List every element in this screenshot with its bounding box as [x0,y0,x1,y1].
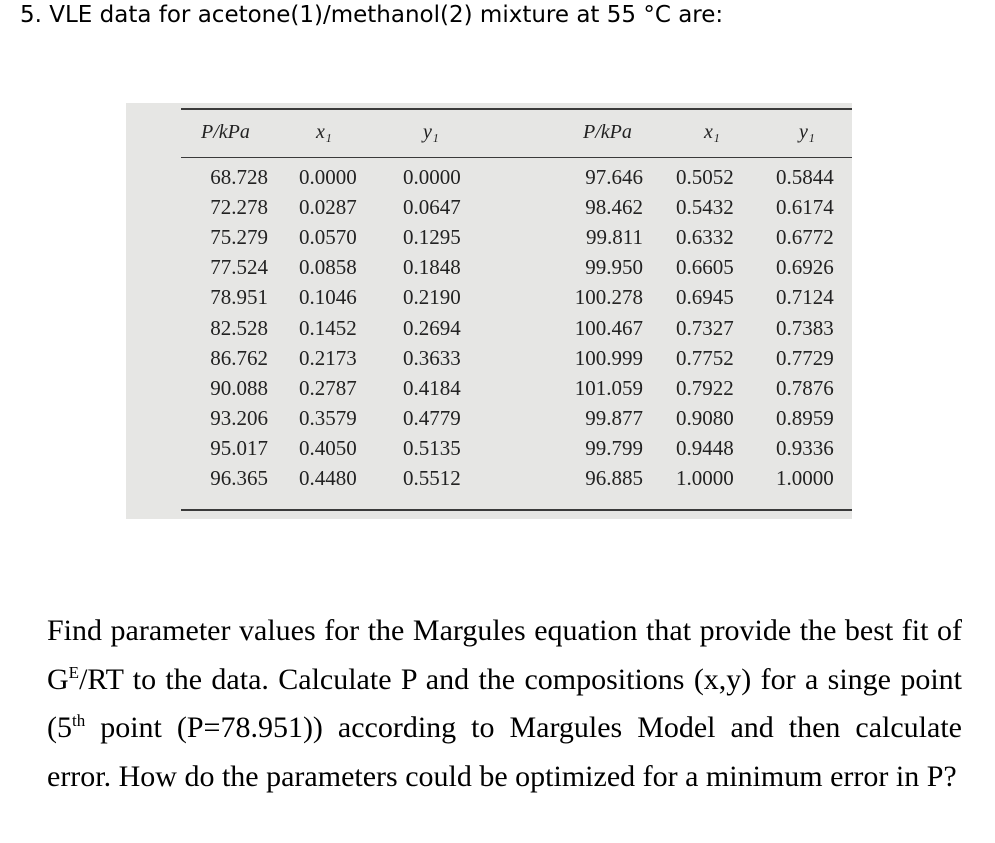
table-cell-p-right: 99.811 [586,225,643,250]
header-y1-right: y₁ [799,121,815,143]
table-cell-y1-right: 0.9336 [776,435,834,460]
table-cell-p-left: 86.762 [210,345,268,370]
table-cell-y1-right: 0.6772 [776,225,834,250]
table-cell-x1-left: 0.0000 [299,165,357,189]
table-cell-y1-left: 0.1295 [403,225,461,250]
table-cell-y1-right: 0.8959 [776,405,834,430]
vle-data-table: P/kPa x₁ y₁ P/kPa x₁ y₁ 68.728 0.0000 0.00… [126,103,852,519]
table-cell-y1-right: 0.7729 [776,345,834,370]
table-cell-x1-left: 0.2173 [299,345,357,370]
table-cell-p-right: 100.278 [574,285,643,310]
table-cell-x1-right: 0.5052 [676,165,734,189]
table-cell-y1-left: 0.2190 [403,285,461,310]
question-superscript-e: E [68,662,80,682]
table-cell-y1-left: 0.2694 [403,315,461,340]
table-cell-p-right: 100.467 [574,315,643,340]
table-cell-x1-right: 0.5432 [676,195,734,220]
table-cell-y1-right: 0.6926 [776,255,834,280]
table-cell-p-left: 95.017 [210,435,268,460]
table-cell-p-left: 96.365 [210,466,268,490]
header-x1-left: x₁ [316,121,332,143]
table-bottom-rule [181,509,852,511]
table-cell-p-left: 68.728 [210,165,268,189]
table-cell-x1-left: 0.2787 [299,375,357,400]
table-cell-y1-right: 0.7876 [776,375,834,400]
table-cell-x1-right: 0.6332 [676,225,734,250]
table-cell-p-right: 97.646 [585,165,643,189]
question-text: Find parameter values for the Margules e… [47,607,962,801]
table-cell-p-left: 75.279 [210,225,268,250]
table-cell-x1-right: 0.6605 [676,255,734,280]
table-cell-y1-right: 1.0000 [776,466,834,490]
table-cell-x1-left: 0.3579 [299,405,357,430]
table-cell-p-right: 98.462 [585,195,643,220]
table-cell-p-left: 72.278 [210,195,268,220]
table-cell-x1-left: 0.0858 [299,255,357,280]
table-cell-x1-right: 0.7327 [676,315,734,340]
table-cell-y1-right: 0.7383 [776,315,834,340]
table-cell-y1-right: 0.7124 [776,285,834,310]
table-cell-y1-left: 0.4184 [403,375,461,400]
table-cell-p-right: 100.999 [574,345,643,370]
header-p-left: P/kPa [201,121,250,143]
table-header-rule [181,157,852,158]
table-top-rule [181,108,852,110]
table-cell-y1-left: 0.0647 [403,195,461,220]
table-cell-y1-right: 0.6174 [776,195,834,220]
table-cell-p-right: 96.885 [585,466,643,490]
table-cell-p-left: 93.206 [210,405,268,430]
table-cell-y1-right: 0.5844 [776,165,834,189]
table-cell-p-right: 99.950 [585,255,643,280]
table-cell-x1-left: 0.0570 [299,225,357,250]
question-part-1: Find parameter values for the Margules e… [47,614,962,696]
table-cell-x1-right: 0.9080 [676,405,734,430]
table-cell-x1-right: 0.7922 [676,375,734,400]
header-p-right: P/kPa [583,121,632,143]
table-cell-y1-left: 0.1848 [403,255,461,280]
table-cell-p-left: 82.528 [210,315,268,340]
table-cell-x1-left: 0.4480 [299,466,357,490]
question-superscript-th: th [72,711,86,730]
table-cell-p-right: 99.877 [585,405,643,430]
table-cell-x1-right: 1.0000 [676,466,734,490]
table-cell-x1-right: 0.6945 [676,285,734,310]
table-cell-y1-left: 0.5135 [403,435,461,460]
table-cell-x1-left: 0.1046 [299,285,357,310]
table-cell-x1-left: 0.0287 [299,195,357,220]
table-cell-y1-left: 0.0000 [403,165,461,189]
header-y1-left: y₁ [423,121,439,143]
table-cell-p-right: 99.799 [585,435,643,460]
table-cell-y1-left: 0.4779 [403,405,461,430]
table-cell-x1-right: 0.7752 [676,345,734,370]
question-part-3: point (P=78.951)) according to Margules … [47,711,962,793]
table-cell-x1-left: 0.1452 [299,315,357,340]
header-x1-right: x₁ [704,121,720,143]
table-cell-p-left: 77.524 [210,255,268,280]
table-cell-x1-right: 0.9448 [676,435,734,460]
table-cell-p-left: 78.951 [210,285,268,310]
question-part-2: /RT to the data. Calculate P and the com… [47,662,962,745]
table-cell-p-right: 101.059 [574,375,643,400]
table-cell-y1-left: 0.5512 [403,466,461,490]
table-cell-p-left: 90.088 [210,375,268,400]
problem-heading: 5. VLE data for acetone(1)/methanol(2) m… [20,2,724,28]
table-cell-y1-left: 0.3633 [403,345,461,370]
table-cell-x1-left: 0.4050 [299,435,357,460]
